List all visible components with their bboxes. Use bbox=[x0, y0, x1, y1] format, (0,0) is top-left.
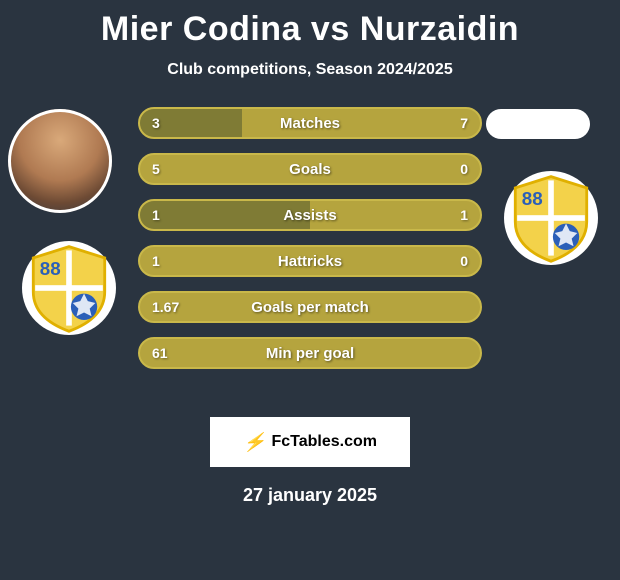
club-badge-left: 88 bbox=[22, 241, 116, 335]
shield-icon: 88 bbox=[22, 241, 116, 335]
page-title: Mier Codina vs Nurzaidin bbox=[0, 0, 620, 49]
subtitle: Club competitions, Season 2024/2025 bbox=[0, 61, 620, 79]
brand-banner: ⚡ FcTables.com bbox=[210, 417, 410, 467]
stat-value-right: 0 bbox=[460, 155, 468, 183]
stat-row: 61Min per goal bbox=[138, 337, 482, 369]
stat-value-right: 7 bbox=[460, 109, 468, 137]
comparison-arena: 88 88 3Matches75Goals01Assists11Hattrick… bbox=[0, 109, 620, 409]
badge-number: 88 bbox=[522, 188, 543, 209]
stat-row: 5Goals0 bbox=[138, 153, 482, 185]
stat-row: 1.67Goals per match bbox=[138, 291, 482, 323]
stat-label: Min per goal bbox=[140, 339, 480, 367]
date-text: 27 january 2025 bbox=[0, 485, 620, 506]
stat-label: Matches bbox=[140, 109, 480, 137]
stat-row: 3Matches7 bbox=[138, 107, 482, 139]
stat-value-right: 0 bbox=[460, 247, 468, 275]
player-left-avatar bbox=[8, 109, 112, 213]
stat-label: Hattricks bbox=[140, 247, 480, 275]
stat-value-right: 1 bbox=[460, 201, 468, 229]
stat-label: Assists bbox=[140, 201, 480, 229]
brand-icon: ⚡ bbox=[243, 432, 265, 453]
brand-text: FcTables.com bbox=[271, 433, 377, 451]
club-badge-right: 88 bbox=[504, 171, 598, 265]
stat-label: Goals bbox=[140, 155, 480, 183]
badge-number: 88 bbox=[40, 258, 61, 279]
shield-icon: 88 bbox=[504, 171, 598, 265]
stat-row: 1Hattricks0 bbox=[138, 245, 482, 277]
player-right-avatar bbox=[486, 109, 590, 139]
stat-bars: 3Matches75Goals01Assists11Hattricks01.67… bbox=[138, 107, 482, 383]
stat-row: 1Assists1 bbox=[138, 199, 482, 231]
stat-label: Goals per match bbox=[140, 293, 480, 321]
